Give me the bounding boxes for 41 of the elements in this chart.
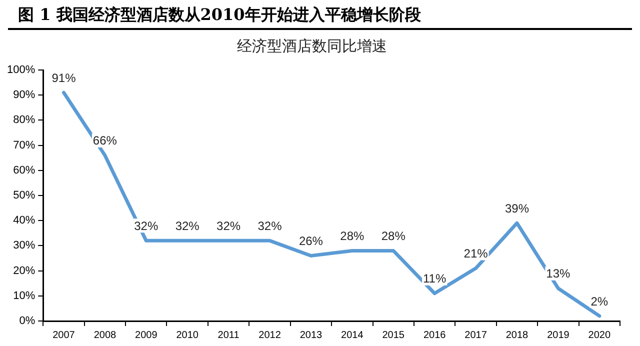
x-tick-label: 2018 (506, 330, 529, 341)
data-label: 66% (92, 134, 118, 148)
data-label: 39% (504, 201, 530, 216)
x-tick-label: 2008 (94, 330, 116, 341)
chart-subtitle: 经济型酒店数同比增速 (237, 36, 387, 55)
x-tick-label: 2009 (135, 330, 158, 341)
x-tick-label: 2010 (176, 330, 199, 341)
x-tick-label: 2020 (588, 330, 611, 341)
y-tick-label: 30% (13, 240, 36, 252)
data-label: 28% (340, 229, 364, 244)
data-label: 32% (258, 218, 282, 233)
y-tick-label: 100% (6, 64, 36, 76)
y-tick-label: 70% (13, 139, 36, 152)
y-tick-label: 0% (19, 315, 36, 328)
data-label: 21% (464, 246, 488, 261)
data-label: 11% (423, 272, 446, 286)
x-tick-label: 2019 (547, 330, 570, 341)
y-tick-label: 20% (13, 264, 36, 277)
x-tick-label: 2007 (52, 330, 76, 341)
y-tick-label: 10% (13, 290, 36, 302)
x-tick-label: 2013 (300, 330, 323, 341)
x-tick-label: 2011 (218, 330, 240, 341)
y-tick-label: 50% (13, 190, 36, 202)
data-label: 32% (175, 218, 200, 233)
data-label: 32% (216, 218, 241, 233)
data-label: 2% (590, 294, 608, 308)
x-tick-label: 2017 (464, 330, 488, 341)
chart-title: 图 1 我国经济型酒店数从2010年开始进入平稳增长阶段 (8, 0, 632, 30)
data-label: 32% (134, 218, 158, 233)
y-tick-label: 60% (13, 164, 36, 176)
data-label: 28% (381, 229, 406, 244)
x-tick-label: 2016 (423, 330, 446, 341)
y-tick-label: 40% (13, 214, 36, 227)
data-label: 26% (298, 234, 324, 248)
data-label: 91% (52, 70, 76, 85)
x-tick-label: 2015 (382, 330, 405, 341)
x-tick-label: 2012 (258, 330, 282, 341)
data-label: 13% (546, 266, 571, 281)
x-tick-label: 2014 (341, 330, 364, 341)
y-tick-label: 80% (13, 114, 36, 126)
y-tick-label: 90% (13, 89, 36, 102)
